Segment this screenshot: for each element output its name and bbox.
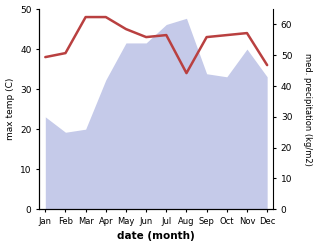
X-axis label: date (month): date (month): [117, 231, 195, 242]
Y-axis label: max temp (C): max temp (C): [5, 78, 15, 140]
Y-axis label: med. precipitation (kg/m2): med. precipitation (kg/m2): [303, 53, 313, 165]
